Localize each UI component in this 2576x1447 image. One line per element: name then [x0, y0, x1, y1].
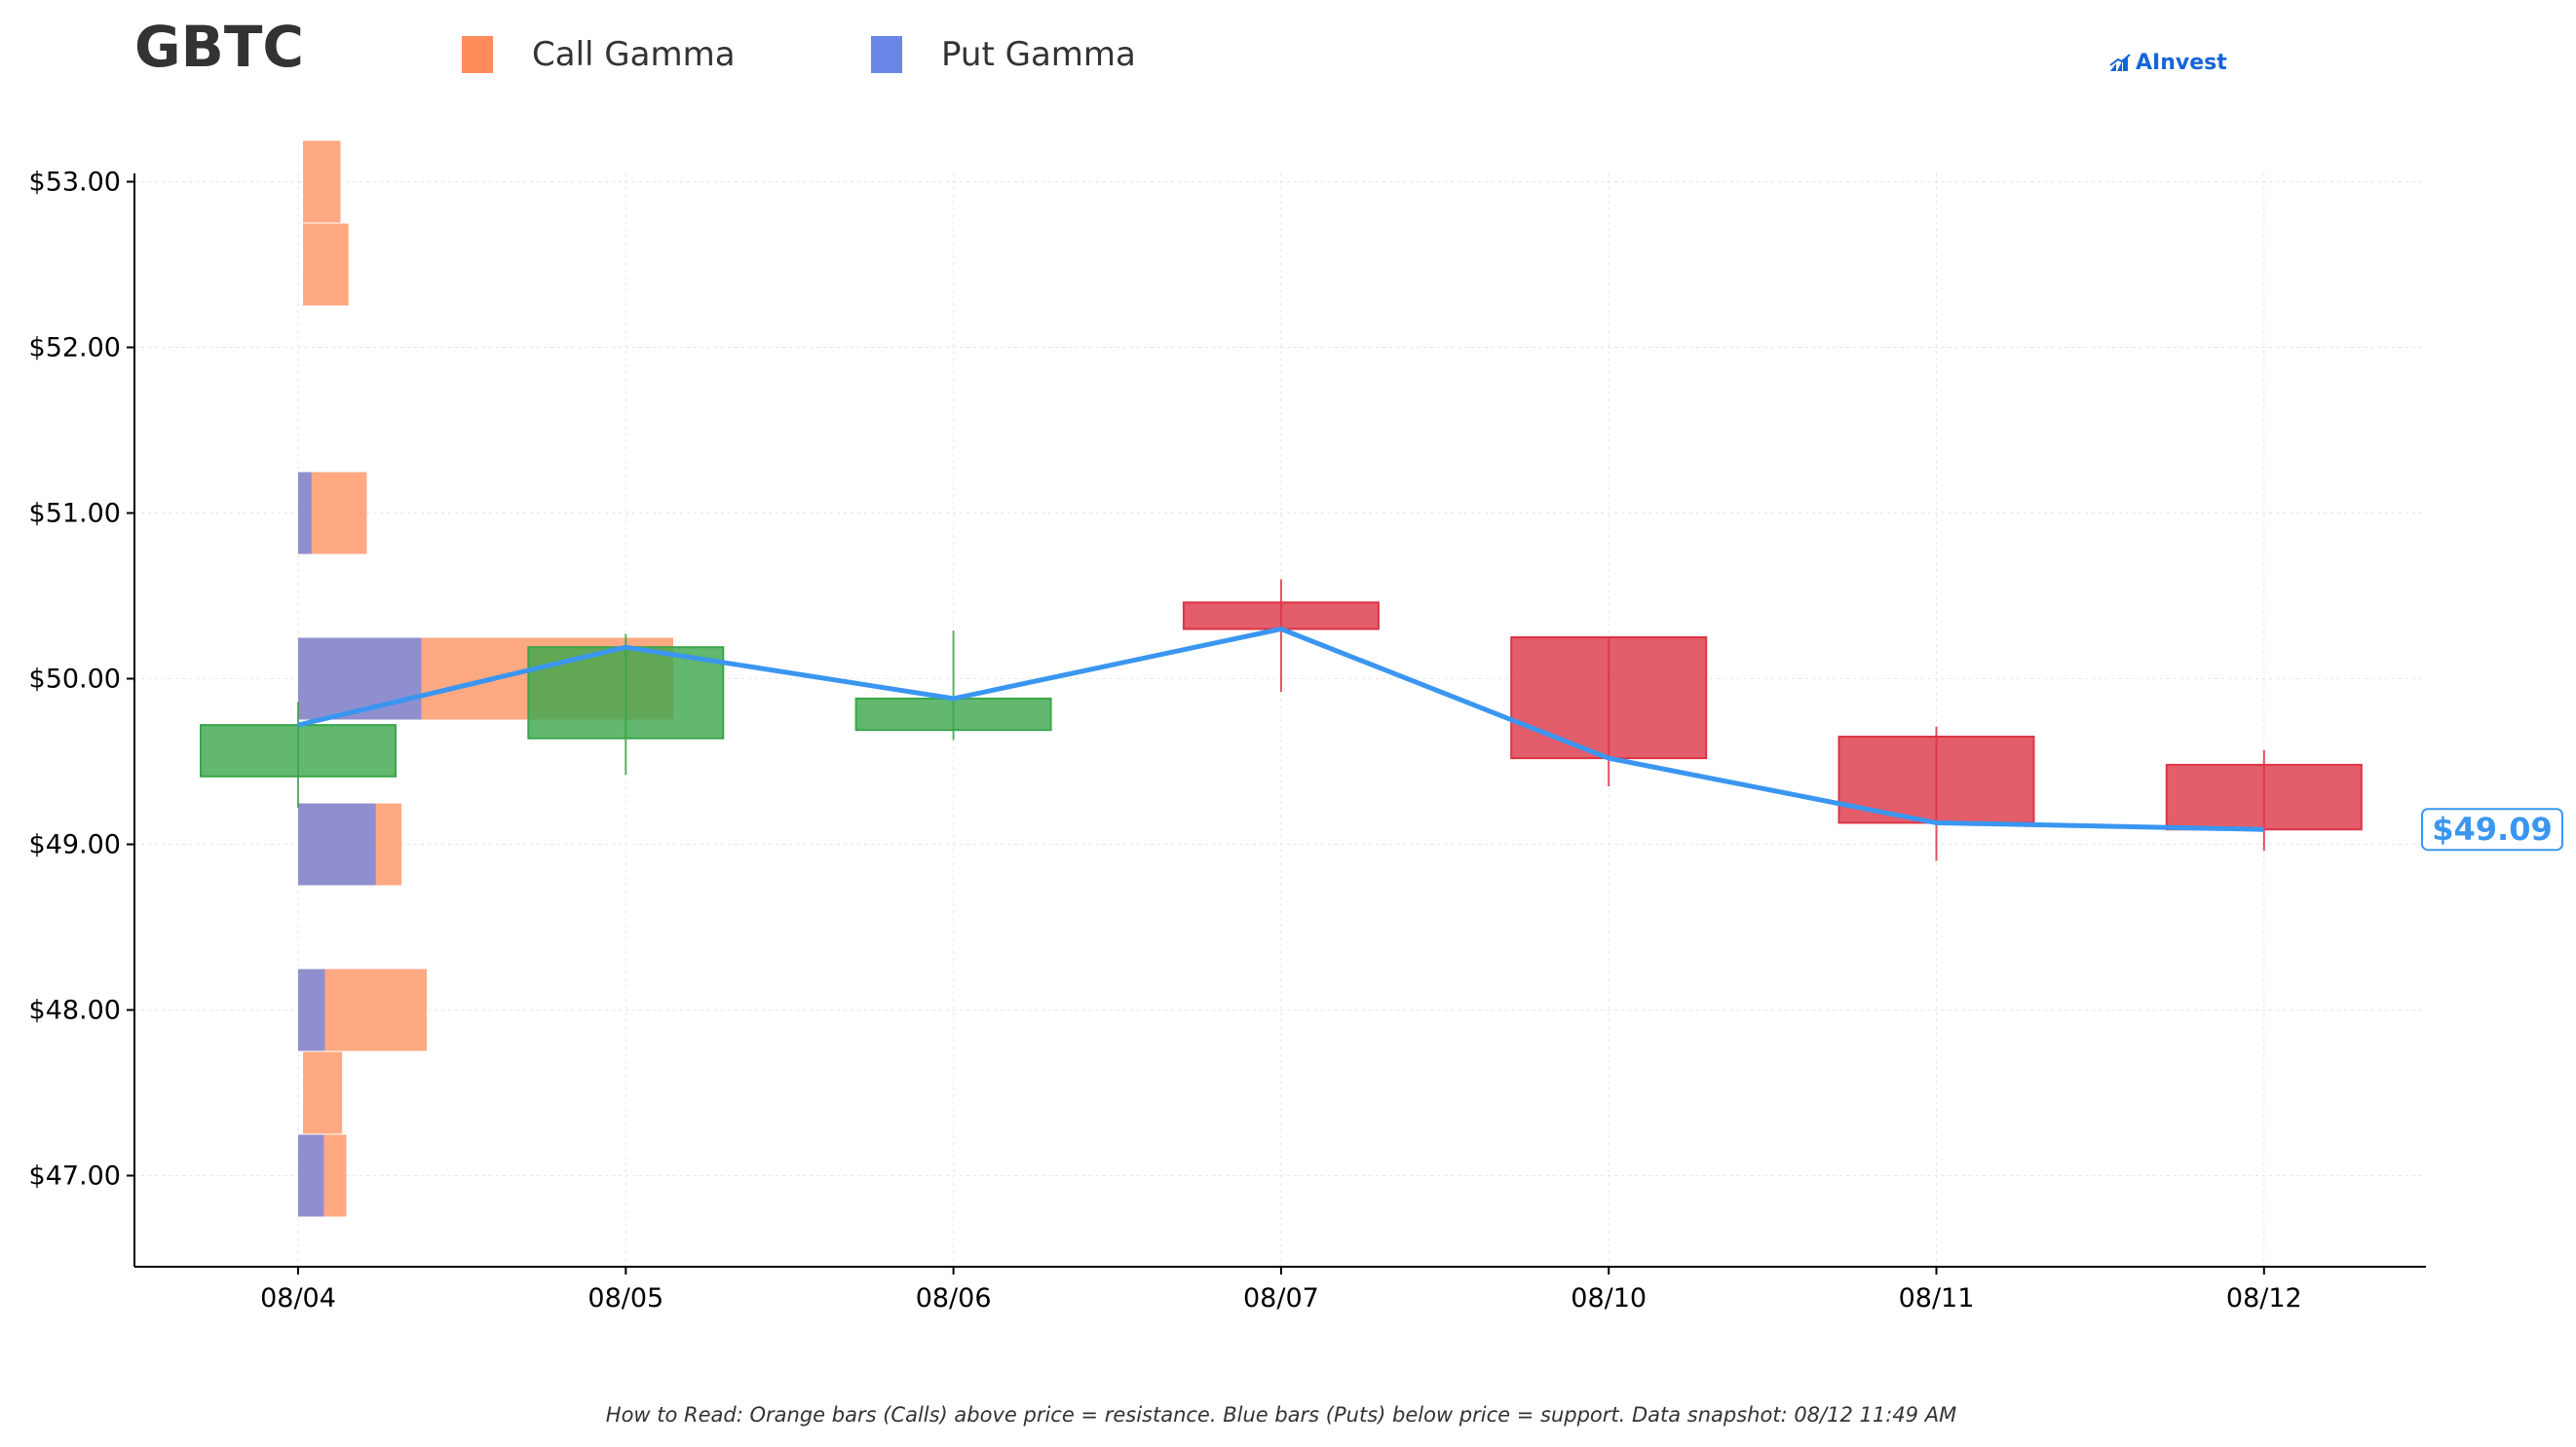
y-tick-label: $49.00: [29, 830, 121, 860]
call-swatch: [462, 36, 493, 73]
legend-call-label: Call Gamma: [532, 35, 736, 74]
brand-chart-icon: [2109, 53, 2131, 71]
brand-name: AInvest: [2136, 51, 2227, 75]
legend-put-wrap: Put Gamma: [871, 35, 1136, 74]
y-tick-label: $48.00: [29, 996, 121, 1026]
candle-body: [854, 697, 1052, 732]
y-tick-label: $51.00: [29, 499, 121, 529]
put-swatch: [871, 36, 902, 73]
call-gamma-bar: [303, 140, 341, 223]
y-tick-label: $52.00: [29, 333, 121, 363]
candle-body: [1182, 601, 1380, 630]
call-gamma-bar: [303, 223, 349, 306]
footnote: How to Read: Orange bars (Calls) above p…: [605, 1403, 1957, 1427]
candle-body: [2165, 763, 2363, 831]
brand-logo: AInvest: [2108, 51, 2227, 75]
x-tick-label: 08/05: [587, 1283, 663, 1314]
x-tick-label: 08/04: [260, 1283, 336, 1314]
x-tick-label: 08/12: [2226, 1283, 2302, 1314]
x-tick-label: 08/07: [1243, 1283, 1319, 1314]
legend-put: Put Gamma: [871, 35, 1136, 74]
candle-body: [527, 646, 725, 740]
legend-put-label: Put Gamma: [941, 35, 1136, 74]
y-tick-label: $47.00: [29, 1161, 121, 1192]
put-gamma-bar: [298, 803, 376, 886]
put-gamma-bar: [298, 472, 312, 554]
put-gamma-bar: [298, 637, 422, 720]
price-line: [297, 627, 2264, 832]
gamma-chart: $49.09 $47.00 $48.00 $49.00 $50.00 $51.00 $52.…: [29, 140, 2563, 1314]
y-tick-label: $50.00: [29, 665, 121, 695]
candle-body: [200, 724, 397, 778]
put-gamma-bar: [298, 969, 325, 1051]
legend: Call Gamma: [462, 35, 736, 74]
candle-body: [1510, 636, 1708, 760]
x-tick-label: 08/11: [1899, 1283, 1975, 1314]
legend-call: Call Gamma: [462, 35, 736, 74]
chart-title: GBTC: [134, 14, 304, 80]
last-price-box: [2421, 808, 2563, 852]
x-tick-label: 08/06: [916, 1283, 992, 1314]
put-gamma-bar: [298, 1134, 324, 1217]
last-price-label: $49.09: [2432, 811, 2552, 848]
x-tick-label: 08/10: [1571, 1283, 1647, 1314]
call-gamma-bar: [303, 1051, 343, 1134]
y-tick-label: $53.00: [29, 168, 121, 198]
